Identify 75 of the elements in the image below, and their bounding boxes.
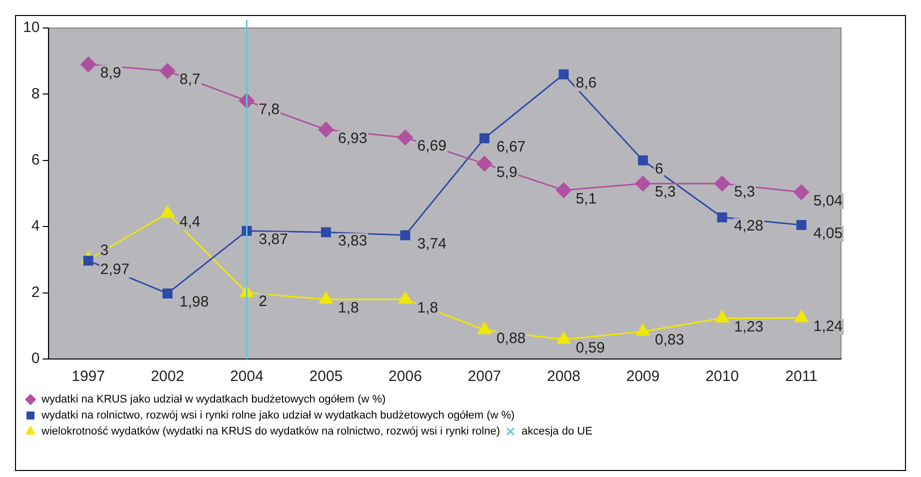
point <box>400 230 410 240</box>
x-tick-label: 2006 <box>388 368 422 386</box>
point <box>162 288 173 298</box>
point <box>636 324 650 336</box>
point <box>160 63 176 79</box>
data-label: 2,97 <box>100 260 130 278</box>
data-label: 6,67 <box>496 138 526 156</box>
x-tick-label: 1997 <box>72 368 105 386</box>
point <box>397 130 413 146</box>
legend-label: wydatki na rolnictwo, rozwój wsi i rynki rolne jako udział w wydatkach budżetowych ogółem (w %) <box>40 410 515 422</box>
point <box>319 292 333 304</box>
legend-label: akcesja do UE <box>522 426 592 438</box>
point <box>318 122 334 138</box>
point <box>398 292 412 304</box>
data-label: 8,9 <box>100 64 122 82</box>
data-label: 3,83 <box>338 232 368 250</box>
legend-label: wydatki na KRUS jako udział w wydatkach budżetowych ogółem (w %) <box>40 394 386 406</box>
data-label: 0,83 <box>654 332 684 349</box>
data-label: 1,8 <box>417 300 438 317</box>
point <box>714 176 730 192</box>
data-label: 4,05 <box>813 225 843 242</box>
x-tick-label: 2005 <box>309 368 343 386</box>
data-label: 5,1 <box>576 190 597 208</box>
x-tick-label: 2010 <box>705 368 739 386</box>
x-tick-label: 2008 <box>547 368 580 386</box>
x-tick-label: 2007 <box>468 368 502 386</box>
point <box>478 322 492 334</box>
data-label: 3,74 <box>417 235 446 252</box>
data-label: 1,24 <box>813 318 843 336</box>
y-tick-label: 2 <box>31 284 40 301</box>
point <box>635 176 651 192</box>
point <box>80 56 96 72</box>
point <box>794 310 808 322</box>
point <box>479 133 490 144</box>
x-tick-label: 2002 <box>150 368 184 386</box>
data-label: 8,7 <box>180 71 200 88</box>
data-label: 2 <box>258 292 268 310</box>
data-label: 5,3 <box>654 184 676 201</box>
legend-label: wielokrotność wydatków (wydatki na KRUS do wydatków na rolnictwo, rozwój wsi i rynki rolne) <box>40 426 500 438</box>
data-label: 7,8 <box>258 100 280 118</box>
point <box>638 155 648 166</box>
point <box>717 212 728 222</box>
data-label: 1,23 <box>734 318 764 336</box>
data-label: 5,9 <box>496 164 518 181</box>
data-label: 3 <box>100 242 109 259</box>
y-tick-label: 4 <box>31 218 40 235</box>
data-label: 8,6 <box>576 74 597 92</box>
point <box>556 182 572 198</box>
x-tick-label: 2009 <box>626 368 660 386</box>
data-label: 0,59 <box>576 340 605 357</box>
point <box>160 206 174 218</box>
data-label: 5,3 <box>734 184 756 201</box>
point <box>794 184 810 200</box>
x-tick-label: 2011 <box>785 368 818 386</box>
data-label: 1,8 <box>338 300 359 317</box>
point <box>321 227 331 238</box>
data-label: 6 <box>654 160 664 178</box>
y-tick-label: 10 <box>22 19 40 36</box>
data-label: 4,28 <box>734 217 764 234</box>
point <box>476 156 492 172</box>
y-tick-label: 6 <box>31 152 40 169</box>
y-tick-label: 8 <box>31 85 40 102</box>
data-label: 1,98 <box>180 294 209 311</box>
point <box>796 220 806 230</box>
data-label: 5,04 <box>813 192 843 210</box>
data-label: 4,4 <box>180 214 200 230</box>
point <box>715 310 729 323</box>
data-label: 6,93 <box>338 130 368 147</box>
data-label: 6,69 <box>417 138 446 155</box>
x-tick-label: 2004 <box>230 368 264 386</box>
point <box>556 332 570 344</box>
point <box>558 69 569 80</box>
data-label: 3,87 <box>258 231 288 248</box>
data-label: 0,88 <box>496 330 526 348</box>
y-tick-label: 0 <box>31 350 40 368</box>
